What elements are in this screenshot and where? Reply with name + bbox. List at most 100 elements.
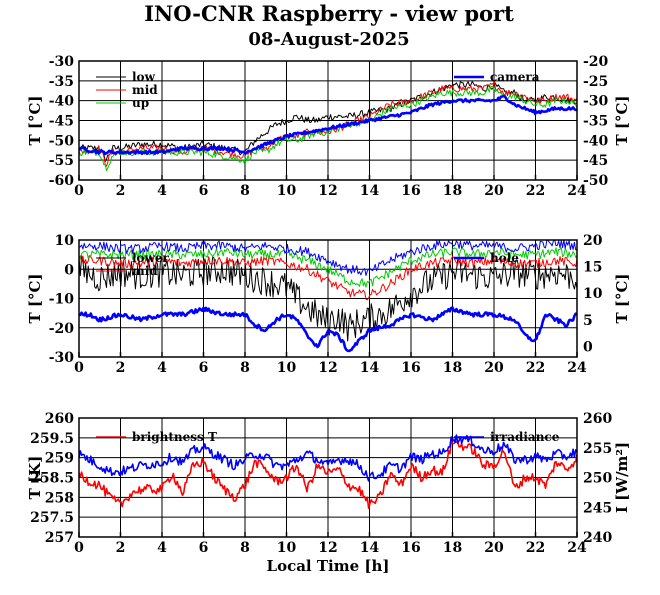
x-tick-label: 18 xyxy=(443,183,462,199)
chart-panel-2: 0 2 4 6 8 10 12 14 16 18 20 22 24-30-20-100100510152… xyxy=(26,233,631,376)
y-right-tick-label: -35 xyxy=(583,114,608,130)
x-tick-label: 0 xyxy=(74,183,84,199)
y-axis-label: T [K] xyxy=(26,456,44,500)
x-axis-label: Local Time [h] xyxy=(267,557,390,575)
x-tick-label: 24 xyxy=(567,360,587,376)
y-tick-label: 10 xyxy=(55,233,75,249)
y-tick-label: -55 xyxy=(49,153,74,169)
legend-label-mid: mid xyxy=(132,264,158,278)
y-tick-label: 257 xyxy=(45,530,74,546)
y-tick-label: 258 xyxy=(45,490,74,506)
chart-panel-3: 0 2 4 6 8 10 12 14 16 18 20 22 24257257.5258258.5259… xyxy=(26,411,631,575)
y-tick-label: -35 xyxy=(49,74,74,90)
y-tick-label: 257.5 xyxy=(30,510,74,526)
x-tick-label: 24 xyxy=(567,183,587,199)
x-tick-label: 8 xyxy=(240,540,250,556)
x-tick-label: 2 xyxy=(116,540,126,556)
y-tick-label: -45 xyxy=(49,114,74,130)
x-tick-label: 4 xyxy=(157,183,167,199)
y-tick-label: 259.5 xyxy=(30,431,74,447)
y-tick-label: 259 xyxy=(45,451,74,467)
y-tick-label: 0 xyxy=(64,262,74,278)
y-right-tick-label: -45 xyxy=(583,153,608,169)
y-tick-label: -30 xyxy=(49,350,75,366)
x-tick-label: 10 xyxy=(277,540,297,556)
series-line-hole xyxy=(78,306,578,353)
y-right-tick-label: 15 xyxy=(583,260,602,276)
x-tick-label: 24 xyxy=(567,540,587,556)
chart-panel-1: 0 2 4 6 8 10 12 14 16 18 20 22 24-60-55-50-45-40-35-… xyxy=(26,54,631,199)
y-axis-label: T [°C] xyxy=(26,273,44,323)
legend-label-mid: mid xyxy=(132,83,158,97)
legend-label-low: low xyxy=(132,70,156,84)
x-tick-label: 10 xyxy=(277,360,297,376)
x-tick-label: 20 xyxy=(484,540,504,556)
y-right-tick-label: -40 xyxy=(583,133,609,149)
y-right-tick-label: 260 xyxy=(583,411,612,427)
legend-label-irradiance: irradiance xyxy=(490,430,560,444)
y-tick-label: -50 xyxy=(49,133,75,149)
y-right-tick-label: 20 xyxy=(583,233,603,249)
x-tick-label: 8 xyxy=(240,360,250,376)
legend-label-hole: hole xyxy=(490,251,519,265)
x-tick-label: 4 xyxy=(157,360,167,376)
x-tick-label: 0 xyxy=(74,540,84,556)
series-line-irradiance xyxy=(78,434,578,482)
y-right-tick-label: 5 xyxy=(583,313,593,329)
y-right-tick-label: 0 xyxy=(583,339,593,355)
y-tick-label: -10 xyxy=(49,292,75,308)
x-tick-label: 14 xyxy=(360,183,380,199)
y-right-tick-label: 245 xyxy=(583,500,612,516)
x-tick-label: 12 xyxy=(318,540,337,556)
x-tick-label: 2 xyxy=(116,360,126,376)
x-tick-label: 16 xyxy=(401,540,420,556)
legend-label-camera: camera xyxy=(490,70,540,84)
x-tick-label: 8 xyxy=(240,183,250,199)
series-line-lower xyxy=(78,255,578,342)
x-tick-label: 14 xyxy=(360,360,380,376)
y-right-axis-label: T [°C] xyxy=(613,95,631,145)
x-tick-label: 22 xyxy=(526,183,545,199)
series-line-up xyxy=(78,85,578,172)
x-tick-label: 12 xyxy=(318,360,337,376)
y-tick-label: 258.5 xyxy=(30,471,74,487)
x-tick-label: 0 xyxy=(74,360,84,376)
y-right-tick-label: -50 xyxy=(583,173,609,189)
y-axis-label: T [°C] xyxy=(26,95,44,145)
y-tick-label: -30 xyxy=(49,54,75,70)
y-right-tick-label: -20 xyxy=(583,54,609,70)
x-tick-label: 16 xyxy=(401,360,420,376)
y-right-tick-label: 10 xyxy=(583,286,603,302)
x-tick-label: 22 xyxy=(526,540,545,556)
series-line-low xyxy=(78,80,578,162)
x-tick-label: 12 xyxy=(318,183,337,199)
y-right-tick-label: 255 xyxy=(583,441,612,457)
legend-label-lower: lower xyxy=(132,251,170,265)
chart-subtitle: 08-August-2025 xyxy=(248,29,409,50)
chart-title: INO-CNR Raspberry - view port xyxy=(144,1,514,26)
y-right-axis-label: I [W/m²] xyxy=(613,442,631,513)
x-tick-label: 6 xyxy=(199,360,209,376)
x-tick-label: 4 xyxy=(157,540,167,556)
x-tick-label: 6 xyxy=(199,183,209,199)
y-tick-label: -60 xyxy=(49,173,75,189)
x-tick-label: 14 xyxy=(360,540,380,556)
y-tick-label: -40 xyxy=(49,94,75,110)
x-tick-label: 18 xyxy=(443,360,462,376)
y-right-tick-label: -25 xyxy=(583,74,608,90)
x-tick-label: 20 xyxy=(484,183,504,199)
legend-label-up: up xyxy=(132,96,149,110)
x-tick-label: 2 xyxy=(116,183,126,199)
y-tick-label: -20 xyxy=(49,321,75,337)
y-right-tick-label: 250 xyxy=(583,471,612,487)
x-tick-label: 18 xyxy=(443,540,462,556)
y-right-axis-label: T [°C] xyxy=(613,273,631,323)
series-line-up xyxy=(78,247,578,288)
y-tick-label: 260 xyxy=(45,411,74,427)
series-line-brightness-T xyxy=(78,440,578,510)
x-tick-label: 6 xyxy=(199,540,209,556)
legend-label-brightness-T: brightness T xyxy=(132,430,217,444)
x-tick-label: 22 xyxy=(526,360,545,376)
series-line-top xyxy=(78,239,578,276)
